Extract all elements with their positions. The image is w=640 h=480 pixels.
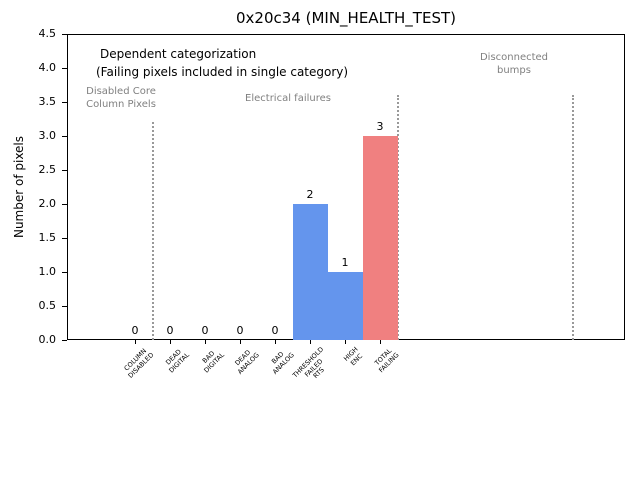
x-tick-label-bad-analog: BAD ANALOG bbox=[269, 350, 296, 376]
bar-value-label-dead-analog: 0 bbox=[236, 324, 244, 337]
y-tick-label: 2.5 bbox=[38, 163, 57, 176]
y-tick-label: 3.0 bbox=[38, 129, 57, 142]
separator-dotted-line-1 bbox=[396, 95, 399, 340]
annotation-dependent-categorization: Dependent categorization bbox=[100, 47, 257, 61]
bar-total-failing bbox=[362, 136, 398, 340]
bar-value-label-threshold-failed-rts: 2 bbox=[306, 188, 314, 201]
bar-high-enc bbox=[327, 272, 363, 340]
group-label-electrical-failures: Electrical failures bbox=[245, 93, 331, 104]
x-tick-mark bbox=[170, 340, 171, 344]
x-tick-mark bbox=[310, 340, 311, 344]
x-tick-label-column-disabled: COLUMN DISABLED bbox=[122, 346, 156, 380]
y-tick-mark bbox=[62, 33, 67, 35]
x-tick-mark bbox=[345, 340, 346, 344]
y-tick-label: 1.0 bbox=[38, 265, 57, 278]
y-tick-mark bbox=[62, 271, 67, 273]
bar-value-label-bad-analog: 0 bbox=[271, 324, 279, 337]
x-tick-label-bad-digital: BAD DIGITAL bbox=[200, 349, 226, 375]
annotation-failing-pixels-note: (Failing pixels included in single categ… bbox=[96, 65, 349, 79]
bar-value-label-bad-digital: 0 bbox=[201, 324, 209, 337]
y-tick-label: 0.5 bbox=[38, 299, 57, 312]
separator-dotted-line-0 bbox=[151, 122, 154, 340]
x-tick-label-dead-digital: DEAD DIGITAL bbox=[163, 347, 191, 375]
x-tick-label-dead-analog: DEAD ANALOG bbox=[233, 348, 261, 376]
group-label-disconnected-bumps: Disconnected bumps bbox=[479, 52, 549, 76]
y-tick-mark bbox=[62, 169, 67, 171]
y-axis-label: Number of pixels bbox=[12, 135, 26, 239]
y-tick-label: 2.0 bbox=[38, 197, 57, 210]
bar-value-label-high-enc: 1 bbox=[341, 256, 349, 269]
x-tick-label-threshold-failed-rts: THRESHOLD FAILED RTS bbox=[290, 345, 326, 381]
x-tick-label-high-enc: HIGH ENC bbox=[342, 345, 365, 367]
y-tick-mark bbox=[62, 67, 67, 69]
x-tick-mark bbox=[275, 340, 276, 344]
y-tick-label: 4.0 bbox=[38, 61, 57, 74]
y-tick-label: 1.5 bbox=[38, 231, 57, 244]
x-tick-mark bbox=[135, 340, 136, 344]
y-tick-mark bbox=[62, 135, 67, 137]
bar-value-label-dead-digital: 0 bbox=[166, 324, 174, 337]
y-tick-label: 3.5 bbox=[38, 95, 57, 108]
y-tick-mark bbox=[62, 101, 67, 103]
separator-dotted-line-2 bbox=[571, 95, 574, 340]
group-label-disabled-core-column-pixels: Disabled Core Column Pixels bbox=[86, 86, 156, 110]
y-tick-mark bbox=[62, 339, 67, 341]
x-tick-mark bbox=[205, 340, 206, 344]
y-tick-mark bbox=[62, 237, 67, 239]
x-tick-label-total-failing: TOTAL FAILING bbox=[373, 346, 401, 374]
bar-threshold-failed-rts bbox=[292, 204, 328, 340]
y-tick-mark bbox=[62, 203, 67, 205]
bar-value-label-column-disabled: 0 bbox=[131, 324, 139, 337]
chart-title: 0x20c34 (MIN_HEALTH_TEST) bbox=[236, 9, 456, 27]
x-tick-mark bbox=[240, 340, 241, 344]
y-tick-label: 0.0 bbox=[38, 333, 57, 346]
x-tick-mark bbox=[380, 340, 381, 344]
y-tick-mark bbox=[62, 305, 67, 307]
bar-value-label-total-failing: 3 bbox=[376, 120, 384, 133]
y-tick-label: 4.5 bbox=[38, 27, 57, 40]
